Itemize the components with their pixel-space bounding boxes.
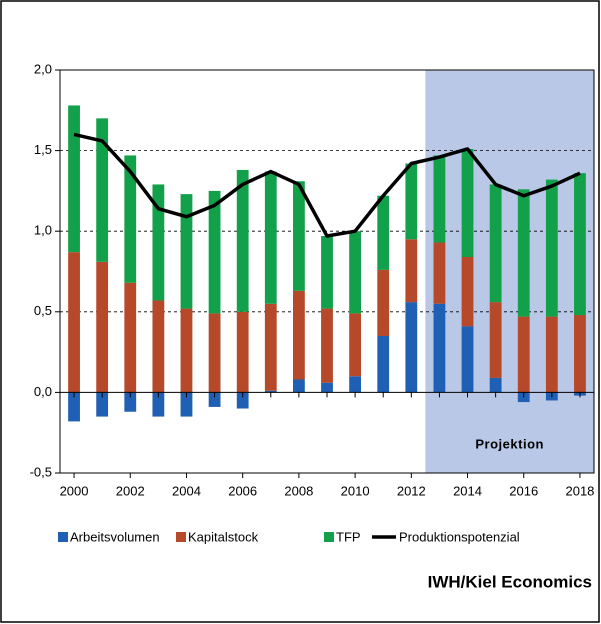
source: IWH/Kiel Economics [428, 572, 592, 591]
plot-frame [59, 69, 595, 474]
legend-swatch [58, 532, 68, 542]
bar [433, 242, 446, 304]
legend-label: Produktionspotenzial [399, 529, 520, 544]
bar [349, 313, 362, 377]
y-tick-label: 1,0 [34, 223, 52, 238]
bar [405, 302, 418, 393]
x-tick-label: 2006 [228, 483, 257, 498]
bar [292, 181, 305, 291]
bar [349, 231, 362, 314]
bar [377, 269, 390, 336]
bar [461, 326, 474, 393]
bar [292, 379, 305, 393]
bar [321, 308, 333, 383]
bar [377, 335, 390, 393]
bar [180, 392, 193, 417]
bar [208, 313, 221, 393]
bar [292, 290, 305, 380]
legend-swatch [176, 532, 186, 542]
bar [152, 300, 165, 393]
line [73, 132, 581, 238]
legend-label: Arbeitsvolumen [70, 529, 160, 544]
bar [461, 148, 474, 257]
bar [124, 155, 137, 283]
x-tick-label: 2016 [509, 483, 538, 498]
bar [574, 173, 586, 316]
y-tick-label: 1,5 [34, 142, 52, 157]
bar [405, 239, 418, 303]
bar [433, 303, 446, 393]
bar [68, 392, 80, 422]
bar [180, 194, 193, 309]
y-tick-label: 0,0 [34, 384, 52, 399]
bar [264, 303, 277, 391]
bar [574, 315, 586, 393]
bar [152, 392, 165, 417]
bar [489, 302, 502, 378]
bar [180, 308, 193, 393]
bar [96, 261, 109, 393]
bar [264, 171, 277, 304]
x-tick-label: 2012 [397, 483, 426, 498]
bar [545, 179, 558, 317]
bar [236, 311, 249, 393]
bar [433, 155, 446, 243]
x-tick-label: 2000 [60, 483, 89, 498]
bar [489, 377, 502, 393]
bar [208, 190, 221, 314]
bar [236, 169, 249, 312]
x-tick-label: 2014 [453, 483, 482, 498]
y-tick-label: -0,5 [30, 464, 52, 479]
x-tick-label: 2002 [116, 483, 145, 498]
bar [124, 392, 137, 412]
bar [321, 236, 333, 309]
x-tick-label: 2018 [565, 483, 594, 498]
bar [236, 392, 249, 409]
projection-area [425, 70, 594, 473]
bar [517, 316, 530, 393]
bar [124, 282, 137, 393]
legend-label: Kapitalstock [188, 529, 259, 544]
y-tick-label: 0,5 [34, 303, 52, 318]
y-tick-label: 2,0 [34, 61, 52, 76]
projection-label: Projektion [475, 436, 544, 451]
x-tick-label: 2010 [341, 483, 370, 498]
bar [405, 163, 418, 240]
bar [96, 392, 109, 417]
bar [377, 195, 390, 270]
bar [517, 189, 530, 317]
bar [545, 316, 558, 393]
bar [321, 382, 333, 393]
bar [152, 184, 165, 301]
legend-label: TFP [336, 529, 361, 544]
bar [349, 376, 362, 393]
legend-swatch [324, 532, 334, 542]
bar [96, 118, 109, 262]
bar [489, 184, 502, 303]
bar [68, 252, 80, 393]
x-tick-label: 2004 [172, 483, 201, 498]
bar [208, 392, 221, 407]
bar [264, 390, 277, 393]
bar [68, 105, 80, 253]
x-tick-label: 2008 [284, 483, 313, 498]
bar [461, 256, 474, 327]
